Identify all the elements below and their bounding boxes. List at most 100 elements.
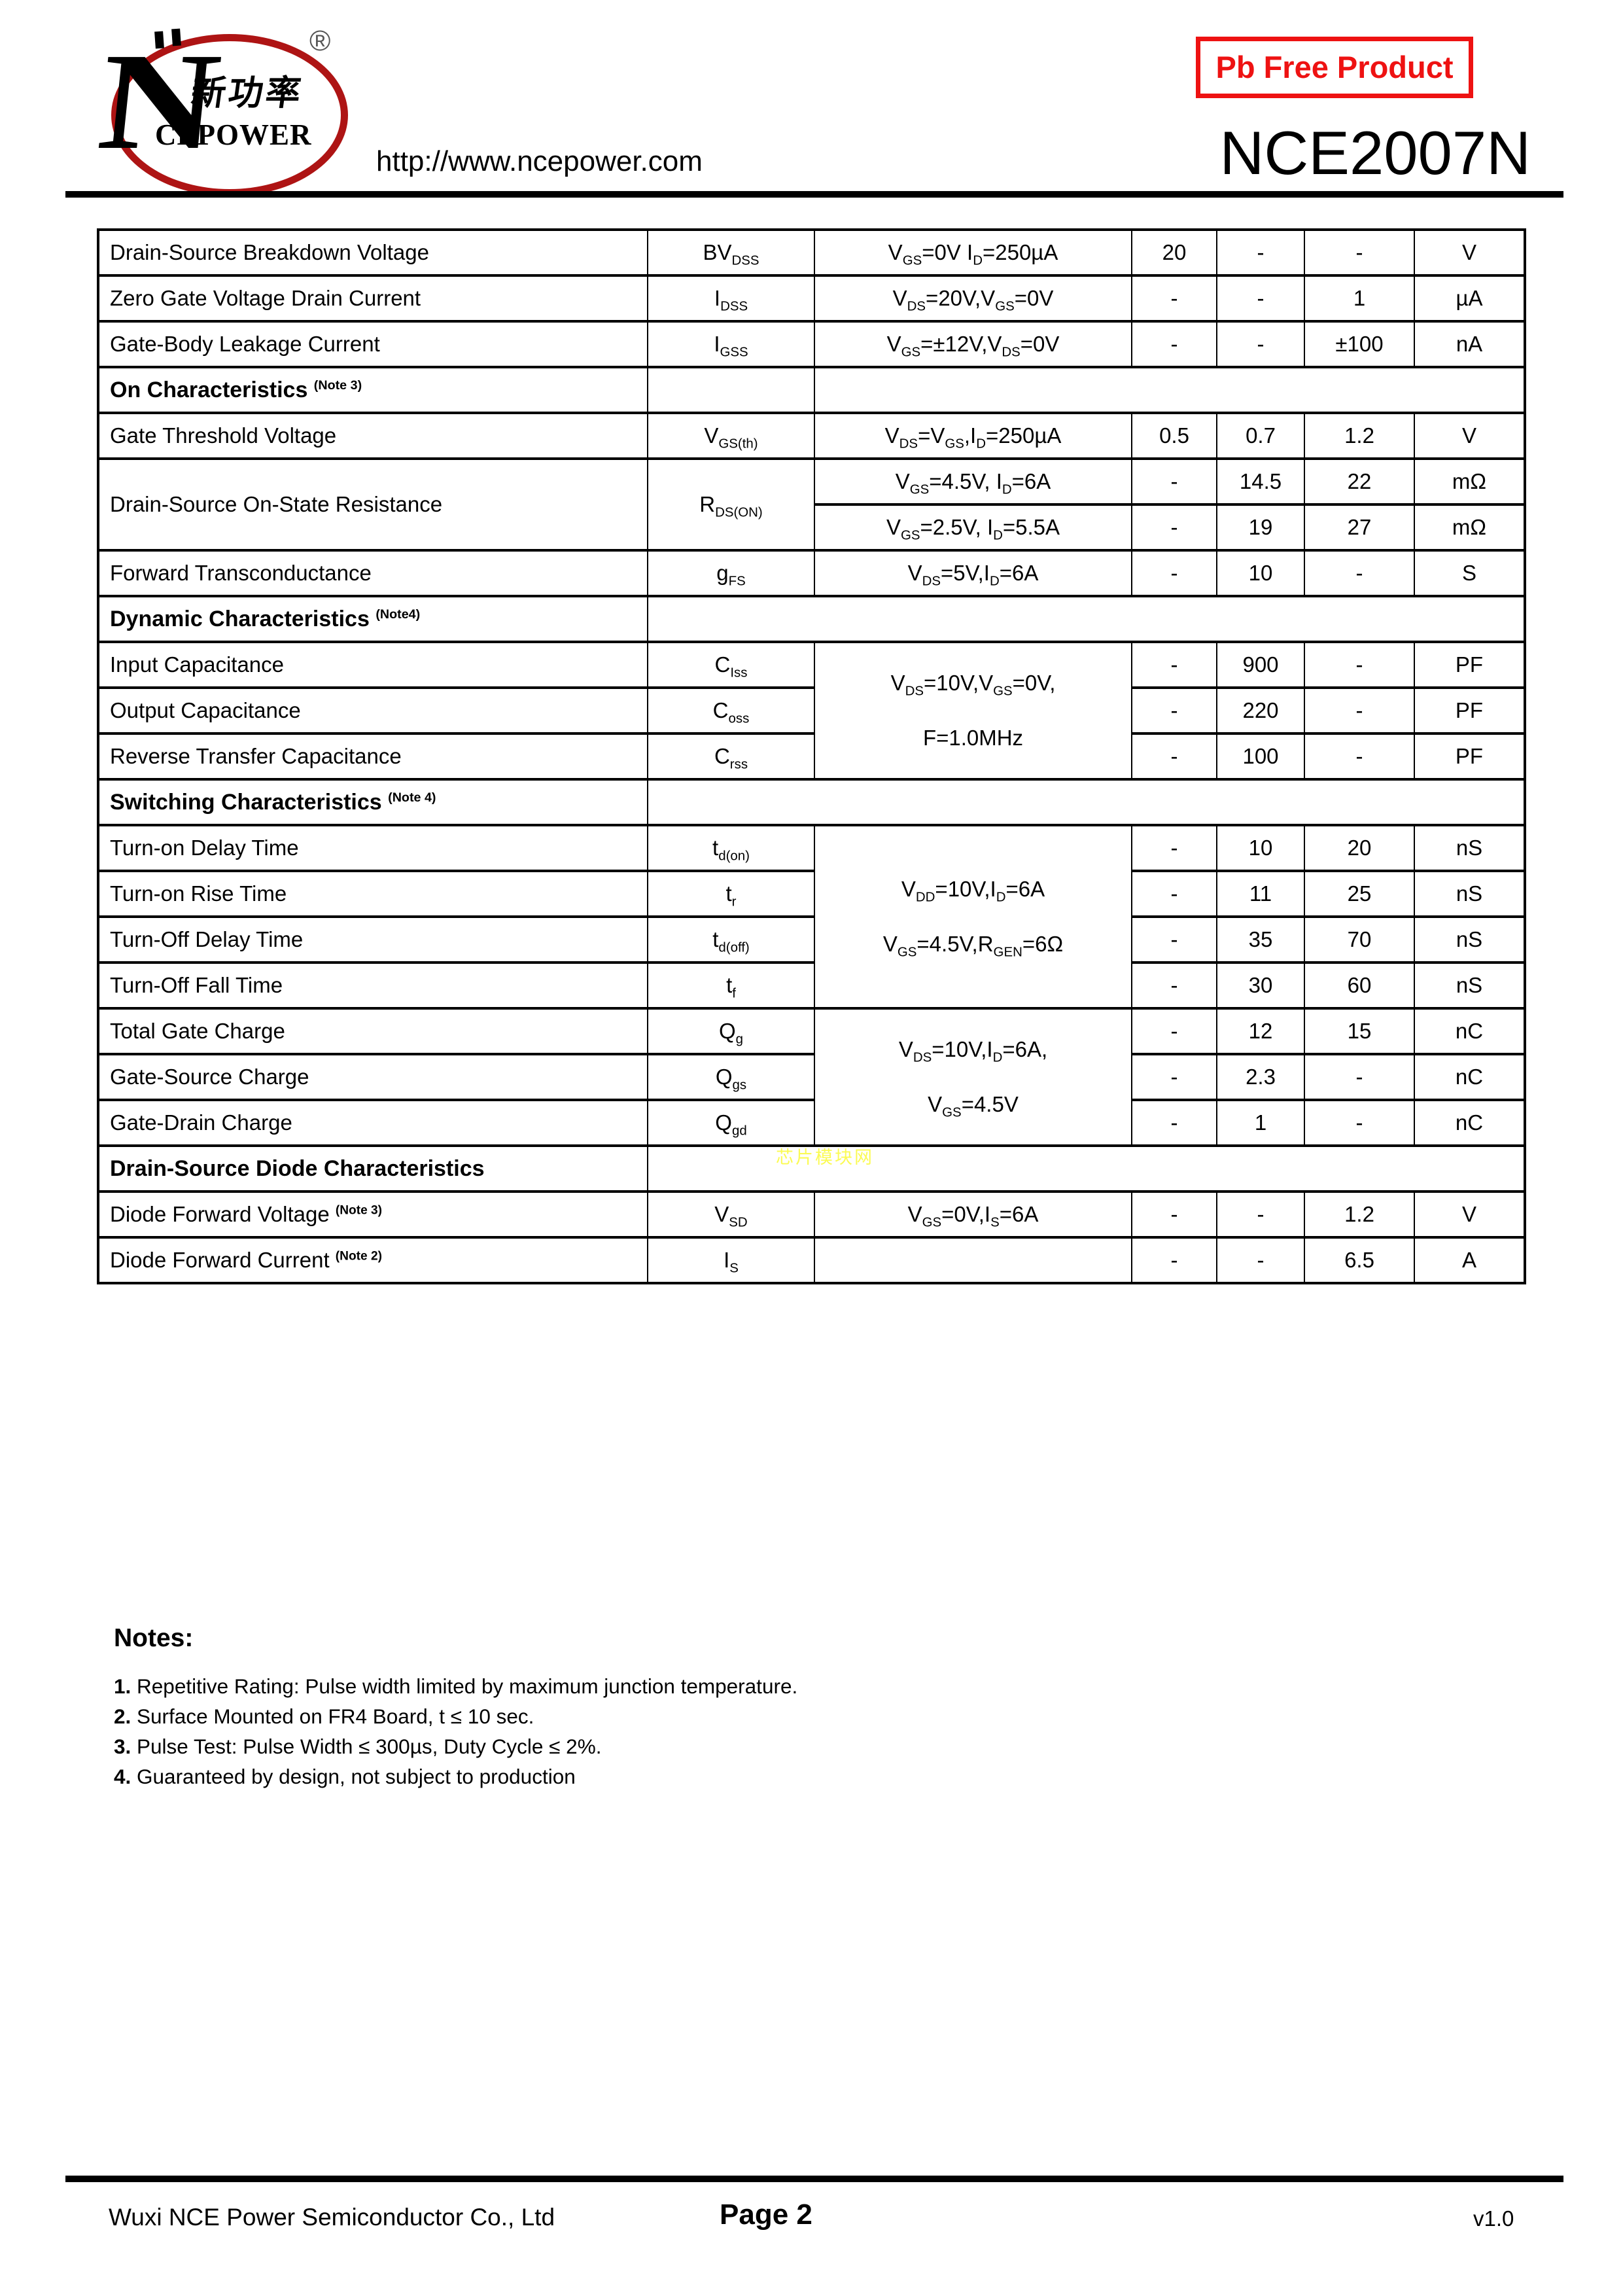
symbol-cell: RDS(ON) (647, 457, 815, 552)
value-cell: 6.5 (1304, 1236, 1415, 1284)
value-cell: - (1131, 870, 1217, 918)
section-title-cell: On Characteristics (Note 3) (97, 366, 648, 414)
condition-cell: VDS=5V,ID=6A (814, 549, 1132, 597)
section-row: On Characteristics (Note 3) (97, 366, 1526, 414)
value-cell: - (1131, 915, 1217, 964)
parameter-cell: Drain-Source Breakdown Voltage (97, 228, 648, 277)
unit-cell: nS (1414, 915, 1526, 964)
value-cell: - (1216, 1190, 1305, 1239)
spec-row: Turn-on Rise Time tr -11 25 nS (97, 870, 1526, 918)
unit-cell: nC (1414, 1007, 1526, 1055)
value-cell: 19 (1216, 503, 1305, 552)
electrical-characteristics-table: Drain-Source Breakdown Voltage BVDSS VGS=0… (97, 228, 1526, 1284)
value-cell: 10 (1216, 549, 1305, 597)
value-cell: 900 (1216, 641, 1305, 689)
value-cell: 27 (1304, 503, 1415, 552)
value-cell: 220 (1216, 686, 1305, 735)
value-cell: - (1131, 824, 1217, 872)
footer-page-number: Page 2 (720, 2199, 812, 2231)
value-cell: - (1131, 1099, 1217, 1147)
spec-row: Gate-Source Charge Qgs -2.3- nC (97, 1053, 1526, 1101)
value-cell: - (1304, 1099, 1415, 1147)
value-cell: - (1131, 1053, 1217, 1101)
note-number: 1. (114, 1674, 131, 1698)
notes-title: Notes: (114, 1624, 194, 1652)
symbol-cell: BVDSS (647, 228, 815, 277)
spec-row: Turn-Off Fall Time tf -30 60 nS (97, 961, 1526, 1010)
note-number: 3. (114, 1735, 131, 1758)
note-text: Guaranteed by design, not subject to pro… (131, 1765, 576, 1788)
note-item: 3. Pulse Test: Pulse Width ≤ 300µs, Duty… (114, 1731, 1161, 1761)
spec-row: Input Capacitance CIss VDS=10V,VGS=0V, F=1.… (97, 641, 1526, 781)
parameter-cell: Gate-Drain Charge (97, 1099, 648, 1147)
value-cell: - (1131, 1007, 1217, 1055)
section-spacer-cell (647, 595, 1526, 643)
value-cell: 1.2 (1304, 412, 1415, 460)
note-item: 2. Surface Mounted on FR4 Board, t ≤ 10 … (114, 1701, 1161, 1731)
condition-cell: VGS=2.5V, ID=5.5A (814, 503, 1132, 552)
note-number: 2. (114, 1704, 131, 1728)
note-text: Surface Mounted on FR4 Board, t ≤ 10 sec… (131, 1704, 534, 1728)
unit-cell: V (1414, 228, 1526, 277)
condition-cell: VDS=10V,VGS=0V, F=1.0MHz (814, 641, 1132, 781)
spec-table-body: Drain-Source Breakdown Voltage BVDSS VGS=0… (97, 228, 1526, 1284)
unit-cell: nS (1414, 870, 1526, 918)
value-cell: - (1131, 457, 1217, 506)
condition-cell: VDS=VGS,ID=250µA (814, 412, 1132, 460)
section-title-cell: Dynamic Characteristics (Note4) (97, 595, 648, 643)
parameter-cell: Gate-Body Leakage Current (97, 320, 648, 368)
section-spacer-cell (647, 778, 1526, 826)
parameter-cell: Input Capacitance (97, 641, 648, 689)
section-row: Dynamic Characteristics (Note4) (97, 595, 1526, 643)
logo-plug-prong-icon (154, 31, 164, 49)
value-cell: 14.5 (1216, 457, 1305, 506)
spec-row: Zero Gate Voltage Drain Current IDSS VDS=2… (97, 274, 1526, 323)
parameter-cell: Turn-Off Delay Time (97, 915, 648, 964)
symbol-cell: Qg (647, 1007, 815, 1055)
parameter-cell: Drain-Source On-State Resistance (97, 457, 648, 552)
parameter-cell: Turn-on Rise Time (97, 870, 648, 918)
unit-cell: A (1414, 1236, 1526, 1284)
unit-cell: V (1414, 1190, 1526, 1239)
unit-cell: PF (1414, 641, 1526, 689)
spec-row: Reverse Transfer Capacitance Crss -100- PF (97, 732, 1526, 781)
value-cell: - (1304, 686, 1415, 735)
parameter-cell: Gate Threshold Voltage (97, 412, 648, 460)
symbol-cell: gFS (647, 549, 815, 597)
parameter-cell: Total Gate Charge (97, 1007, 648, 1055)
value-cell: - (1131, 274, 1217, 323)
spec-row: VGS=2.5V, ID=5.5A -19 27 mΩ (98, 503, 1526, 552)
value-cell: 30 (1216, 961, 1305, 1010)
section-spacer-cell (647, 1144, 1526, 1193)
section-title-cell: Drain-Source Diode Characteristics (97, 1144, 648, 1193)
parameter-cell: Forward Transconductance (97, 549, 648, 597)
value-cell: - (1304, 228, 1415, 277)
footer-version: v1.0 (1473, 2206, 1514, 2231)
unit-cell: µA (1414, 274, 1526, 323)
value-cell: - (1131, 549, 1217, 597)
unit-cell: V (1414, 412, 1526, 460)
unit-cell: nC (1414, 1053, 1526, 1101)
value-cell: 11 (1216, 870, 1305, 918)
value-cell: - (1304, 732, 1415, 781)
symbol-cell: Qgs (647, 1053, 815, 1101)
spec-row: Turn-on Delay Time td(on) VDD=10V,ID=6A VGS… (97, 824, 1526, 1010)
value-cell: - (1216, 274, 1305, 323)
symbol-cell: CIss (647, 641, 815, 689)
footer-company: Wuxi NCE Power Semiconductor Co., Ltd (109, 2204, 555, 2231)
symbol-cell: td(off) (647, 915, 815, 964)
value-cell: - (1216, 228, 1305, 277)
value-cell: 2.3 (1216, 1053, 1305, 1101)
notes-section: Notes: 1. Repetitive Rating: Pulse width… (114, 1624, 1161, 1792)
note-item: 4. Guaranteed by design, not subject to … (114, 1761, 1161, 1792)
value-cell: - (1131, 1236, 1217, 1284)
note-item: 1. Repetitive Rating: Pulse width limite… (114, 1671, 1161, 1701)
symbol-cell: Crss (647, 732, 815, 781)
value-cell: 20 (1131, 228, 1217, 277)
parameter-cell: Zero Gate Voltage Drain Current (97, 274, 648, 323)
symbol-cell: VSD (647, 1190, 815, 1239)
unit-cell: mΩ (1414, 503, 1526, 552)
spec-row: Output Capacitance Coss -220- PF (97, 686, 1526, 735)
value-cell: 70 (1304, 915, 1415, 964)
company-url: http://www.ncepower.com (376, 145, 703, 177)
